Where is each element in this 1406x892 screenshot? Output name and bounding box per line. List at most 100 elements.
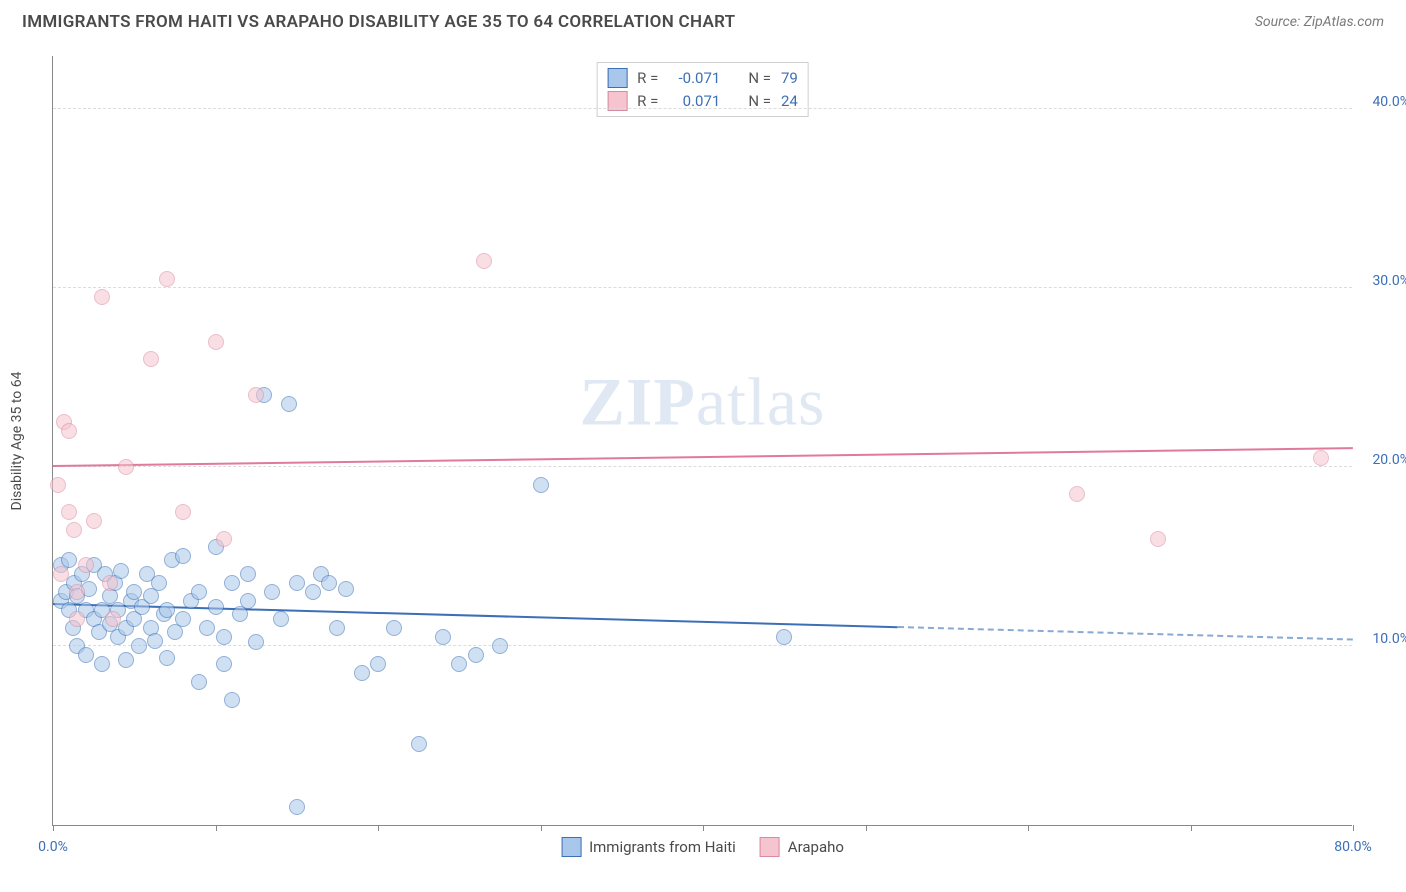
- legend-swatch: [561, 837, 581, 857]
- y-axis-title: Disability Age 35 to 64: [9, 371, 25, 510]
- legend-swatch: [760, 837, 780, 857]
- scatter-point: [61, 504, 77, 520]
- scatter-point: [61, 423, 77, 439]
- scatter-point: [105, 611, 121, 627]
- scatter-point: [66, 522, 82, 538]
- scatter-point: [86, 513, 102, 529]
- chart-title: IMMIGRANTS FROM HAITI VS ARAPAHO DISABIL…: [22, 12, 735, 32]
- scatter-point: [264, 584, 280, 600]
- x-tick: [53, 825, 54, 831]
- gridline: [53, 108, 1352, 109]
- x-tick-label: 0.0%: [38, 839, 68, 855]
- trendline-dash: [898, 626, 1353, 641]
- trendline: [53, 447, 1353, 467]
- scatter-point: [94, 289, 110, 305]
- scatter-point: [113, 563, 129, 579]
- y-tick-label: 10.0%: [1372, 631, 1406, 647]
- scatter-point: [1150, 531, 1166, 547]
- scatter-point: [216, 656, 232, 672]
- gridline: [53, 287, 1352, 288]
- scatter-point: [118, 652, 134, 668]
- scatter-point: [216, 531, 232, 547]
- scatter-point: [468, 647, 484, 663]
- x-tick: [1028, 825, 1029, 831]
- watermark: ZIPatlas: [580, 363, 826, 442]
- scatter-point: [248, 387, 264, 403]
- x-tick: [216, 825, 217, 831]
- correlation-legend: R =-0.071N =79R =0.071N =24: [596, 62, 809, 117]
- legend-label: Arapaho: [788, 838, 844, 856]
- scatter-point: [240, 566, 256, 582]
- y-tick-label: 30.0%: [1372, 273, 1406, 289]
- y-tick-label: 20.0%: [1372, 452, 1406, 468]
- scatter-point: [305, 584, 321, 600]
- watermark-post: atlas: [696, 364, 826, 440]
- scatter-point: [1313, 450, 1329, 466]
- x-tick: [541, 825, 542, 831]
- scatter-point: [69, 611, 85, 627]
- scatter-point: [354, 665, 370, 681]
- scatter-point: [69, 584, 85, 600]
- scatter-point: [208, 334, 224, 350]
- x-tick: [1191, 825, 1192, 831]
- scatter-point: [143, 351, 159, 367]
- scatter-point: [435, 629, 451, 645]
- scatter-point: [61, 552, 77, 568]
- scatter-point: [147, 633, 163, 649]
- scatter-point: [199, 620, 215, 636]
- scatter-point: [281, 396, 297, 412]
- scatter-point: [1069, 486, 1085, 502]
- r-label: R =: [637, 67, 658, 90]
- scatter-point: [476, 253, 492, 269]
- scatter-point: [191, 584, 207, 600]
- legend-label: Immigrants from Haiti: [589, 838, 736, 856]
- scatter-point: [191, 674, 207, 690]
- scatter-point: [53, 566, 69, 582]
- chart-header: IMMIGRANTS FROM HAITI VS ARAPAHO DISABIL…: [0, 0, 1406, 40]
- x-tick: [1353, 825, 1354, 831]
- r-value: -0.071: [668, 67, 720, 90]
- scatter-point: [118, 459, 134, 475]
- scatter-point: [411, 736, 427, 752]
- scatter-point: [175, 611, 191, 627]
- x-tick: [378, 825, 379, 831]
- scatter-point: [208, 599, 224, 615]
- scatter-point: [370, 656, 386, 672]
- legend-row: R =-0.071N =79: [607, 67, 798, 90]
- x-tick-label: 80.0%: [1334, 839, 1372, 855]
- scatter-point: [321, 575, 337, 591]
- scatter-point: [338, 581, 354, 597]
- legend-item: Arapaho: [760, 837, 844, 857]
- scatter-point: [386, 620, 402, 636]
- scatter-point: [329, 620, 345, 636]
- scatter-point: [50, 477, 66, 493]
- scatter-point: [273, 611, 289, 627]
- scatter-point: [533, 477, 549, 493]
- scatter-point: [492, 638, 508, 654]
- legend-swatch: [607, 68, 627, 88]
- x-tick: [866, 825, 867, 831]
- scatter-point: [151, 575, 167, 591]
- scatter-point: [78, 647, 94, 663]
- n-value: 79: [781, 67, 798, 90]
- scatter-point: [289, 575, 305, 591]
- scatter-point: [159, 650, 175, 666]
- watermark-pre: ZIP: [580, 364, 696, 440]
- scatter-point: [131, 638, 147, 654]
- gridline: [53, 466, 1352, 467]
- scatter-point: [451, 656, 467, 672]
- scatter-point: [776, 629, 792, 645]
- legend-item: Immigrants from Haiti: [561, 837, 736, 857]
- scatter-point: [224, 692, 240, 708]
- scatter-point: [94, 656, 110, 672]
- scatter-point: [159, 271, 175, 287]
- chart-source: Source: ZipAtlas.com: [1255, 14, 1384, 30]
- series-legend: Immigrants from Haiti Arapaho: [561, 837, 844, 857]
- scatter-point: [248, 634, 264, 650]
- y-tick-label: 40.0%: [1372, 94, 1406, 110]
- scatter-point: [224, 575, 240, 591]
- scatter-point: [289, 799, 305, 815]
- scatter-point: [216, 629, 232, 645]
- scatter-point: [175, 504, 191, 520]
- scatter-point: [102, 575, 118, 591]
